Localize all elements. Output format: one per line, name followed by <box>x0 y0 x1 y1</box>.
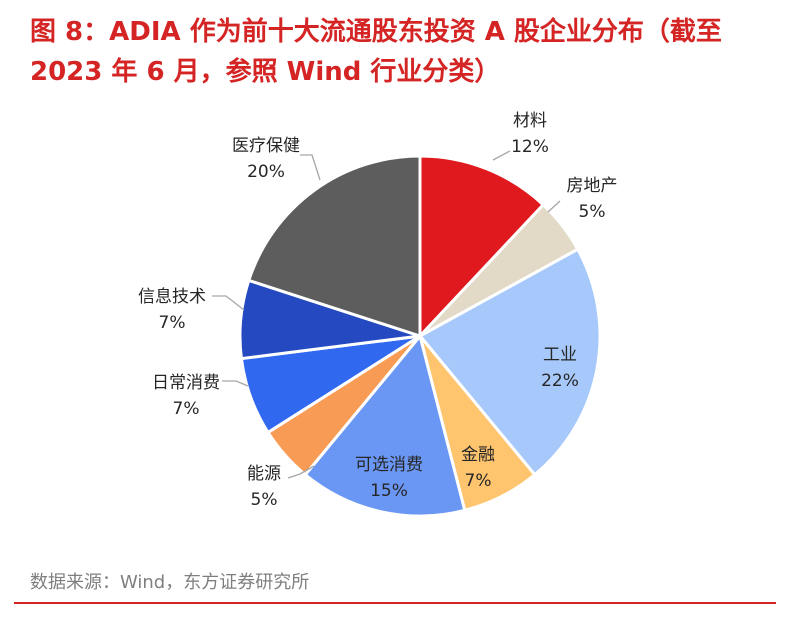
pie-slice-9 <box>247 154 422 338</box>
slice-value-label-4: 7% <box>465 471 492 491</box>
slice-label-1: 材料 <box>513 111 547 131</box>
leader-line-8 <box>212 295 245 311</box>
source-note: 数据来源：Wind，东方证券研究所 <box>30 572 310 593</box>
leader-line-6 <box>287 465 315 479</box>
slice-value-label-2: 5% <box>579 202 606 222</box>
slice-value-label-3: 22% <box>541 371 579 391</box>
pie-slice-1 <box>418 154 545 338</box>
slice-label-6: 能源 <box>247 464 281 484</box>
bottom-rule <box>14 602 776 604</box>
leader-line-2 <box>547 200 561 213</box>
slice-value-label-1: 12% <box>511 137 549 157</box>
slice-value-label-7: 7% <box>173 399 200 419</box>
leader-line-7 <box>222 380 249 387</box>
slice-label-5: 可选消费 <box>355 455 423 475</box>
slice-label-4: 金融 <box>461 445 495 465</box>
slice-value-label-8: 7% <box>159 313 186 333</box>
figure-title: 图 8：ADIA 作为前十大流通股东投资 A 股企业分布（截至 2023 年 6… <box>30 17 722 87</box>
slice-label-3: 工业 <box>543 345 577 365</box>
slice-value-label-5: 15% <box>370 481 408 501</box>
slice-label-9: 医疗保健 <box>232 136 300 156</box>
pie-slice-3 <box>418 247 602 477</box>
slice-label-8: 信息技术 <box>138 287 206 307</box>
leader-line-1 <box>492 150 511 161</box>
leader-line-9 <box>300 154 321 181</box>
slice-value-label-6: 5% <box>251 490 278 510</box>
slice-value-label-9: 20% <box>247 162 285 182</box>
slice-label-7: 日常消费 <box>152 373 220 393</box>
slice-label-2: 房地产 <box>567 176 618 196</box>
pie-slice-5 <box>303 334 467 518</box>
